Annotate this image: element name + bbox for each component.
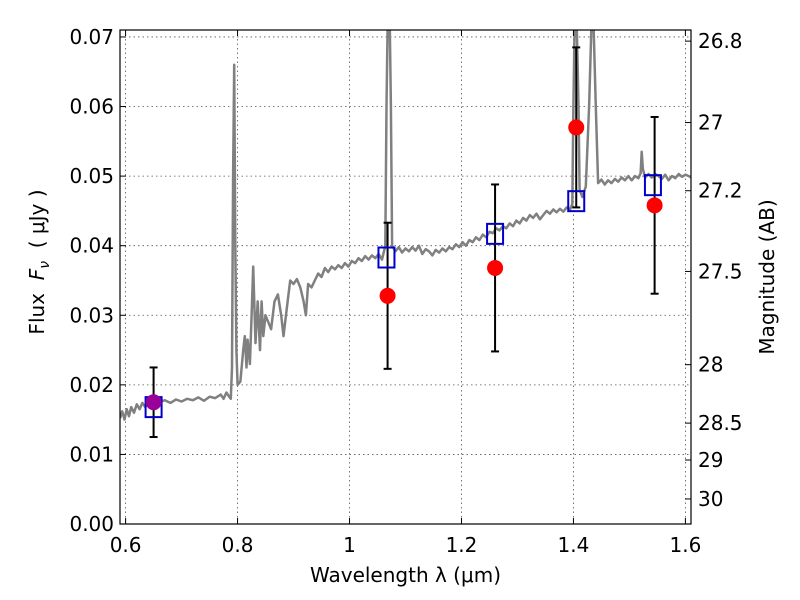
- x-tick-label: 0.6: [110, 533, 142, 557]
- y-tick-label: 0.06: [69, 95, 114, 119]
- y-axis-label: Flux Fν ( μJy ): [25, 189, 53, 334]
- observed-flux-point: [379, 287, 396, 304]
- y-axis-label-suffix: ( μJy ): [25, 189, 49, 261]
- plot-series: [120, 30, 691, 421]
- model-photometry-square: [377, 246, 396, 269]
- model-photometry-square: [567, 190, 586, 213]
- y-tick-label: 0.07: [69, 25, 114, 49]
- axis-ticks: [120, 30, 691, 525]
- x-tick-label: 1: [343, 533, 356, 557]
- y2-tick-label: 28: [698, 353, 723, 377]
- y2-tick-label: 26.8: [698, 29, 743, 53]
- y-tick-label: 0.04: [69, 234, 114, 258]
- y2-tick-label: 29: [698, 448, 723, 472]
- x-tick-label: 0.8: [222, 533, 254, 557]
- plot-markers: [144, 46, 663, 439]
- y2-tick-label: 27.5: [698, 259, 743, 283]
- y-axis-label-subscript: ν: [37, 261, 53, 269]
- x-tick-label: 1.6: [669, 533, 701, 557]
- plot-frame: [119, 29, 692, 525]
- observed-flux-point: [145, 394, 162, 411]
- y-tick-label: 0.05: [69, 164, 114, 188]
- y-tick-label: 0.01: [69, 442, 114, 466]
- observed-flux-point: [568, 119, 585, 136]
- y-tick-label: 0.00: [69, 512, 114, 536]
- grid: [120, 30, 691, 525]
- observed-flux-point: [487, 259, 504, 276]
- y-tick-label: 0.02: [69, 373, 114, 397]
- y-axis-label-prefix: Flux: [25, 280, 49, 334]
- x-tick-label: 1.4: [558, 533, 590, 557]
- y2-tick-label: 27: [698, 111, 723, 135]
- x-tick-label: 1.2: [446, 533, 478, 557]
- y2-axis-label: Magnitude (AB): [755, 199, 779, 354]
- y2-tick-label: 28.5: [698, 411, 743, 435]
- spectrum-line: [120, 30, 691, 421]
- model-photometry-square: [643, 174, 662, 197]
- model-photometry-square: [486, 222, 505, 245]
- y-axis-label-symbol: F: [25, 268, 49, 280]
- y2-tick-label: 30: [698, 487, 723, 511]
- y-tick-label: 0.03: [69, 303, 114, 327]
- x-axis-label: Wavelength λ (μm): [310, 563, 501, 587]
- y2-tick-label: 27.2: [698, 179, 743, 203]
- axis-labels: 0.6 0.8 1 1.2 1.4 1.6 0.00 0.01 0.02 0.03 0.04 0.05…: [69, 25, 742, 557]
- observed-flux-point: [646, 197, 663, 214]
